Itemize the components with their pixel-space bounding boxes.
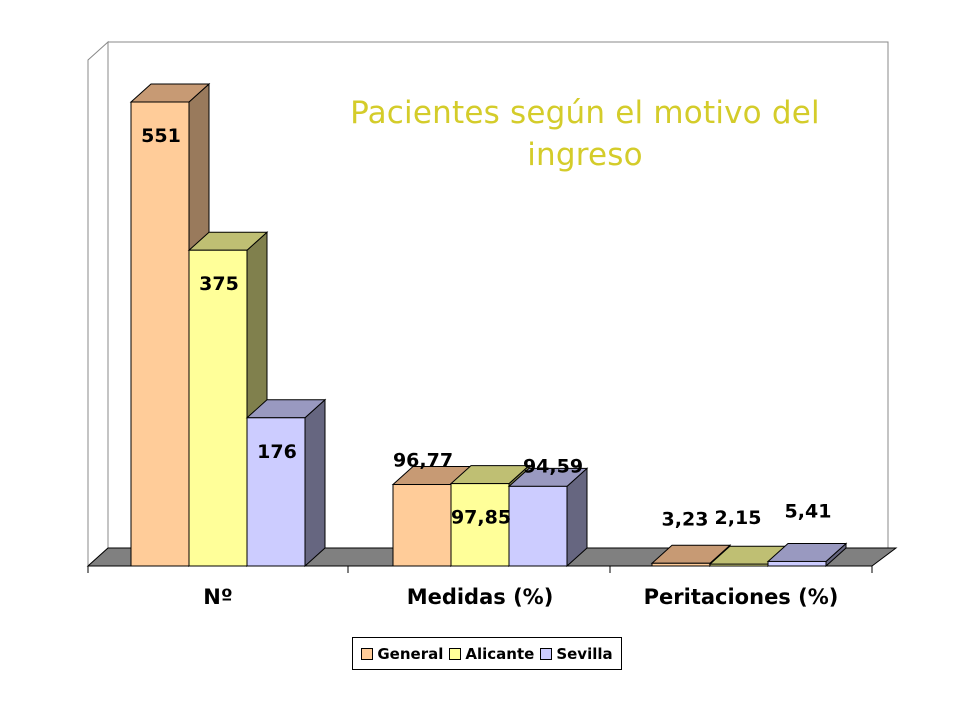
x-tick-label-1: Medidas (%) [407,585,554,609]
legend-label-sevilla: Sevilla [556,644,613,663]
bar-general-0 [130,101,190,567]
bar-sevilla-2 [767,560,827,567]
x-tick-label-0: Nº [203,585,232,609]
data-label-general-1: 96,77 [393,450,453,472]
legend-item-sevilla: Sevilla [540,644,613,663]
data-label-sevilla-2: 5,41 [785,500,832,522]
bar-general-1 [392,484,452,567]
bar-sevilla-0 [246,417,306,567]
legend-swatch-sevilla [540,647,553,660]
legend: General Alicante Sevilla [352,637,622,670]
data-label-sevilla-1: 94,59 [523,455,583,477]
bar-sevilla-1 [508,485,568,567]
data-label-general-0: 551 [141,125,181,147]
bar-sevilla-0-side [304,398,326,568]
data-label-alicante-2: 2,15 [715,507,762,529]
data-label-general-2: 3,23 [662,508,709,530]
data-label-alicante-0: 375 [199,273,239,295]
legend-item-general: General [361,645,443,663]
plot-side-wall [87,40,109,568]
chart-title-line-2: ingreso [527,137,643,173]
legend-swatch-general [361,647,374,660]
legend-swatch-alicante [449,647,462,660]
data-label-sevilla-0: 176 [257,441,297,463]
legend-label-alicante: Alicante [465,644,535,663]
chart-title-line-1: Pacientes según el motivo del [350,95,820,131]
data-label-alicante-1: 97,85 [451,507,511,529]
bar-alicante-0 [188,249,248,567]
legend-item-alicante: Alicante [449,645,534,663]
chart-title: Pacientes según el motivo del ingreso [300,92,870,176]
bar-alicante-1 [450,483,510,567]
x-tick-label-2: Peritaciones (%) [644,585,839,609]
legend-label-general: General [377,644,444,663]
